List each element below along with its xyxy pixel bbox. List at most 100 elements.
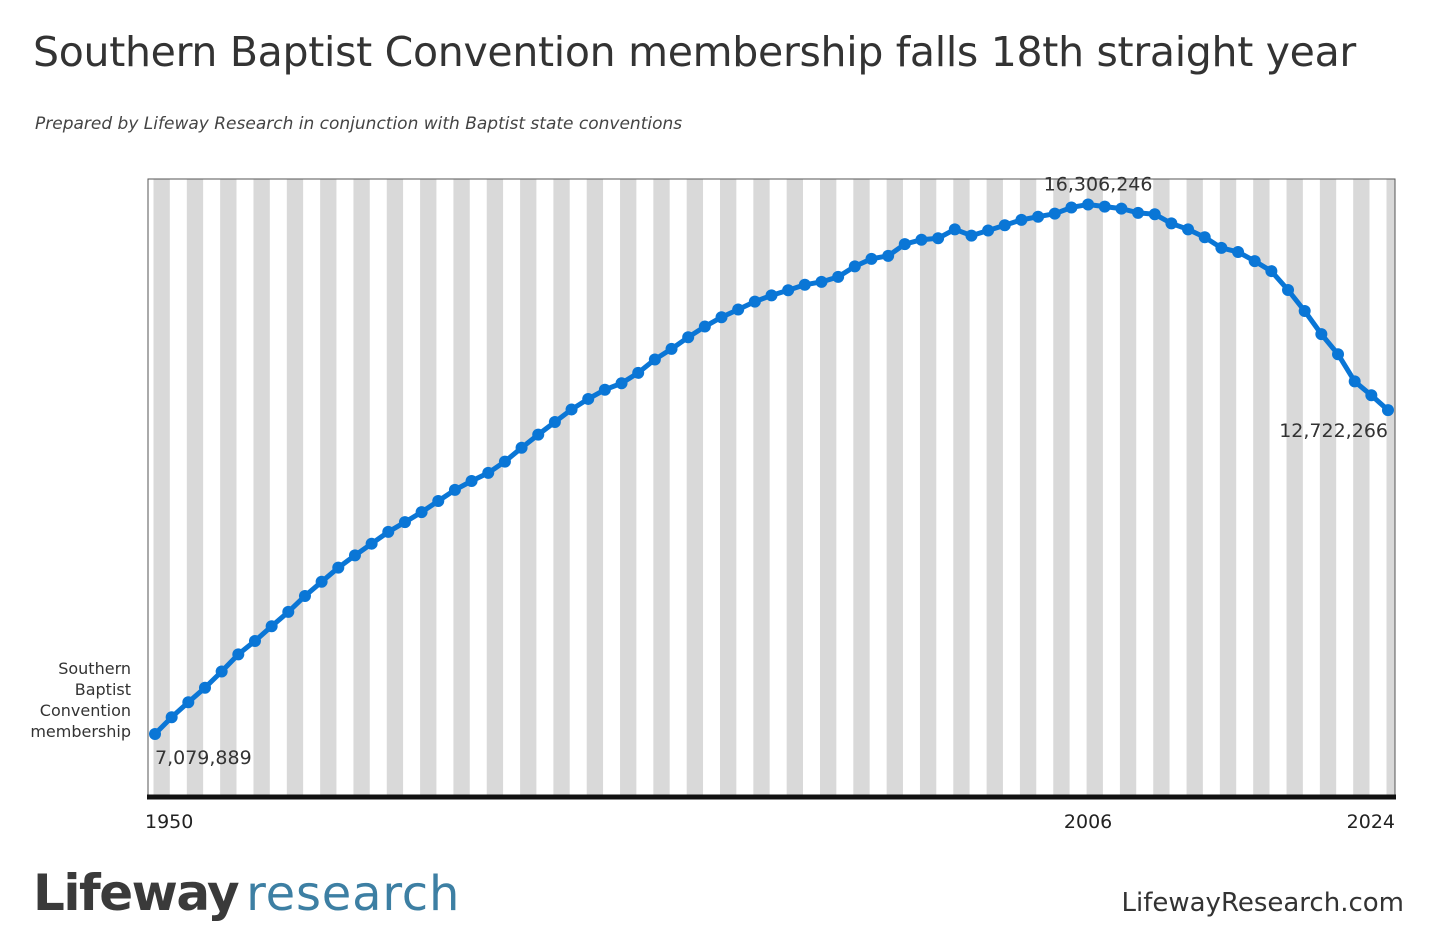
data-point [682, 331, 695, 344]
series-label-line: Southern [58, 659, 131, 678]
data-point [1198, 231, 1211, 244]
chart-subtitle: Prepared by Lifeway Research in conjunct… [35, 114, 683, 134]
data-point [448, 483, 461, 496]
data-point [548, 416, 561, 429]
data-point [798, 278, 811, 291]
background-stripes [153, 179, 1395, 796]
data-point [398, 516, 411, 529]
chart-title: Southern Baptist Convention membership f… [33, 28, 1356, 76]
data-point [432, 494, 445, 507]
data-point [1382, 404, 1394, 417]
data-point [765, 289, 778, 302]
data-point [198, 681, 211, 694]
data-point [998, 219, 1011, 232]
website-link[interactable]: LifewayResearch.com [1121, 888, 1405, 918]
data-point [1248, 255, 1261, 268]
series-label-line: membership [30, 722, 131, 741]
data-point [865, 252, 878, 265]
series-line [152, 201, 1391, 737]
data-point [1232, 245, 1245, 258]
data-point [382, 525, 395, 538]
data-point [1148, 208, 1161, 221]
data-point [532, 428, 545, 441]
background-stripe [186, 179, 204, 796]
background-stripe [1219, 179, 1237, 796]
data-point [465, 475, 478, 488]
background-stripe [953, 179, 970, 796]
data-point [1348, 375, 1361, 388]
logo-lifeway: Lifeway [33, 864, 240, 922]
data-point [915, 233, 928, 246]
data-point [648, 353, 661, 366]
background-stripe [1253, 179, 1270, 796]
data-point [982, 224, 995, 237]
data-point [1032, 210, 1045, 223]
data-point [248, 634, 261, 647]
data-point [1098, 200, 1111, 213]
data-point [149, 728, 161, 741]
data-point [415, 506, 428, 519]
data-point [1265, 265, 1278, 278]
background-stripe [253, 179, 270, 796]
background-stripe [919, 179, 937, 796]
data-point [965, 229, 978, 242]
data-point [482, 466, 495, 479]
lifeway-research-logo: Lifeway research [33, 868, 460, 918]
data-point [298, 589, 311, 602]
background-stripe [420, 179, 437, 796]
background-stripe [1119, 179, 1137, 796]
data-point [348, 549, 361, 562]
background-stripe [486, 179, 504, 796]
data-point [598, 383, 611, 396]
background-stripe [353, 179, 370, 796]
background-stripe [786, 179, 803, 796]
series-label-line: Convention [40, 701, 131, 720]
logo-research: research [246, 866, 461, 922]
background-stripe [1286, 179, 1303, 796]
data-point [1165, 217, 1178, 230]
data-point [882, 249, 895, 262]
data-point [782, 284, 795, 297]
background-stripe [320, 179, 337, 796]
background-stripe [220, 179, 237, 796]
data-point [1282, 284, 1295, 296]
data-label-2024: 12,722,266 [1279, 420, 1388, 442]
data-point [332, 561, 345, 574]
data-point [1332, 348, 1345, 361]
background-stripe [686, 179, 704, 796]
background-stripe [653, 179, 670, 796]
data-point [815, 275, 828, 288]
data-point [832, 270, 845, 283]
data-point [498, 455, 511, 468]
data-point [515, 441, 528, 454]
data-point [715, 311, 728, 324]
background-stripe [386, 179, 404, 796]
background-stripe [819, 179, 837, 796]
background-stripe [553, 179, 570, 796]
series-label: Southern Baptist Convention membership [30, 659, 131, 741]
background-stripe [1319, 179, 1337, 796]
data-label-1950: 7,079,889 [155, 747, 252, 769]
x-tick-label-2006: 2006 [1064, 811, 1112, 833]
data-point [182, 696, 195, 709]
data-point [932, 232, 945, 245]
series-label-line: Baptist [75, 680, 131, 699]
x-tick-label-2024: 2024 [1347, 811, 1395, 833]
background-stripe [520, 179, 537, 796]
background-stripe [1053, 179, 1070, 796]
data-point [315, 575, 328, 588]
series-points-group [149, 198, 1394, 741]
data-point [748, 295, 761, 308]
background-stripe [1353, 179, 1370, 796]
data-point [732, 303, 745, 316]
data-point [1315, 328, 1328, 341]
data-point [1115, 202, 1128, 215]
background-stripe [1153, 179, 1170, 796]
data-point [1082, 198, 1095, 211]
data-point [215, 665, 228, 678]
background-stripe [153, 179, 170, 796]
background-stripe [286, 179, 304, 796]
x-tick-label-1950: 1950 [145, 811, 193, 833]
background-stripe [620, 179, 637, 796]
